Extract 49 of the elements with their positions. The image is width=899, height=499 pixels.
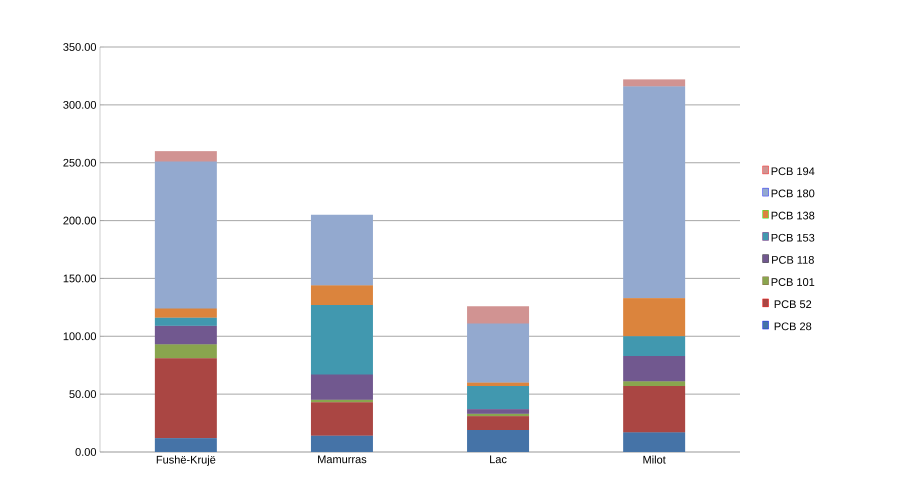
bar (154, 318, 217, 326)
bar (154, 151, 217, 162)
y-tick-label: 100.00 (64, 332, 96, 340)
legend-label: PCB 28 (774, 322, 812, 330)
bar (310, 374, 373, 400)
legend-label: PCB 118 (772, 256, 814, 264)
bar (467, 306, 530, 324)
y-tick-label: 150.00 (64, 274, 96, 282)
bar (154, 438, 217, 452)
y-tick-label: 250.00 (63, 158, 96, 167)
legend-label: PCB 138 (772, 212, 814, 220)
x-tick-label: Mamurras (318, 456, 366, 464)
y-tick-label: 300.00 (63, 100, 96, 109)
bar (467, 386, 530, 410)
legend-label: PCB 101 (772, 278, 814, 286)
legend-label: PCB 153 (772, 234, 814, 242)
bar (310, 285, 373, 306)
bar (154, 162, 217, 309)
bar (467, 409, 530, 414)
bar (623, 336, 686, 356)
x-tick-label: Lac (490, 456, 507, 464)
bar (467, 416, 530, 430)
bar (623, 298, 686, 336)
bar (154, 308, 217, 318)
bar (623, 86, 686, 298)
legend-label: PCB 194 (772, 167, 814, 176)
bar (467, 324, 530, 383)
bar (154, 358, 217, 438)
bar (310, 436, 373, 452)
bar (310, 214, 373, 286)
bar (623, 432, 686, 452)
x-tick-label: Fushë-Krujë (156, 456, 216, 466)
bar (623, 79, 686, 86)
legend-label: PCB 180 (772, 190, 814, 198)
legend-label: PCB 52 (774, 300, 812, 308)
y-tick-label: 200.00 (63, 216, 96, 224)
bar (467, 430, 530, 452)
bar (154, 326, 217, 344)
bar (467, 382, 530, 386)
bar (310, 402, 373, 436)
bar (310, 305, 373, 374)
y-tick-label: 50.00 (69, 390, 96, 398)
bar (623, 386, 686, 432)
bar (154, 344, 217, 358)
y-tick-label: 0.00 (76, 448, 96, 456)
x-tick-label: Milot (643, 456, 666, 464)
bar (623, 356, 686, 382)
bar (623, 381, 686, 386)
y-tick-label: 350.00 (63, 43, 96, 51)
